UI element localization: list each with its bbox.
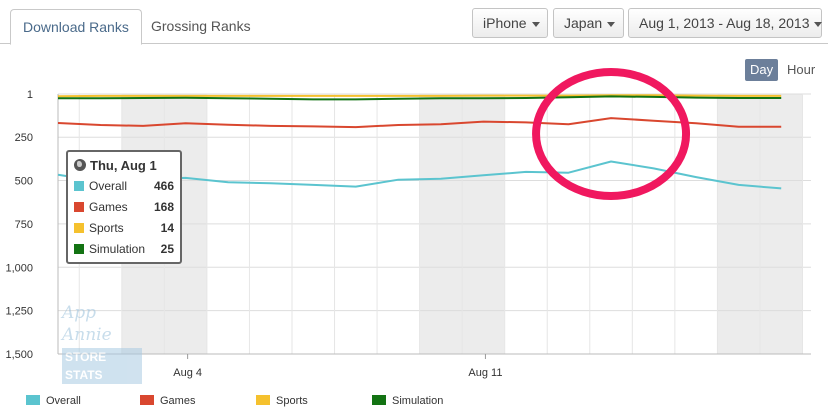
chevron-down-icon	[814, 21, 823, 27]
tooltip-row-label: Overall	[89, 179, 128, 193]
y-tick-label: 1,250	[5, 306, 33, 318]
y-tick-label: 1	[27, 89, 33, 101]
simulation-swatch	[74, 244, 84, 254]
tooltip-row-overall: Overall 466	[74, 176, 174, 197]
x-tick-label: Aug 4	[173, 367, 202, 379]
legend-label: Overall	[46, 395, 81, 407]
y-tick-label: 1,000	[5, 262, 33, 274]
legend-swatch	[256, 395, 270, 405]
granularity-hour-button[interactable]: Hour	[787, 62, 816, 77]
legend-item-simulation[interactable]: Simulation	[372, 394, 443, 408]
y-tick-label: 500	[15, 176, 33, 188]
legend-swatch	[372, 395, 386, 405]
device-dropdown-label: iPhone	[483, 15, 527, 31]
tab-download-ranks[interactable]: Download Ranks	[10, 9, 142, 45]
tooltip-row-value: 14	[160, 221, 174, 235]
highlight-circle	[532, 68, 691, 200]
device-dropdown[interactable]: iPhone	[472, 8, 548, 38]
sports-swatch	[74, 223, 84, 233]
legend-label: Sports	[276, 395, 308, 407]
chevron-down-icon	[607, 21, 616, 27]
legend-item-games[interactable]: Games	[140, 394, 195, 408]
granularity-day-button[interactable]: Day	[745, 59, 779, 81]
watermark-line1: App Annie	[62, 303, 112, 345]
date-range-label: Aug 1, 2013 - Aug 18, 2013	[639, 15, 810, 31]
series-line-games	[57, 117, 782, 129]
country-dropdown[interactable]: Japan	[553, 8, 624, 38]
legend-label: Simulation	[392, 395, 444, 407]
series-line-sports	[57, 94, 782, 98]
rank-type-tabs: Download Ranks Grossing Ranks	[0, 0, 828, 45]
country-dropdown-label: Japan	[564, 15, 603, 31]
tooltip-row-value: 466	[153, 179, 174, 193]
tooltip-row-label: Games	[89, 200, 128, 214]
app-annie-watermark: App Annie STORE STATS	[62, 302, 142, 384]
chart-tooltip: Thu, Aug 1 Overall 466 Games 168 Sports 14 …	[66, 150, 182, 264]
globe-icon	[74, 159, 86, 171]
tooltip-row-games: Games 168	[74, 197, 174, 218]
overall-swatch	[74, 181, 84, 191]
legend-item-overall[interactable]: Overall	[26, 394, 81, 408]
tab-grossing-ranks[interactable]: Grossing Ranks	[151, 18, 251, 34]
games-swatch	[74, 202, 84, 212]
tooltip-row-value: 168	[153, 200, 174, 214]
tooltip-title: Thu, Aug 1	[74, 156, 174, 176]
date-range-dropdown[interactable]: Aug 1, 2013 - Aug 18, 2013	[628, 8, 823, 38]
chevron-down-icon	[531, 21, 540, 27]
tooltip-row-value: 25	[160, 242, 174, 256]
tooltip-row-simulation: Simulation 25	[74, 239, 174, 260]
legend-swatch	[140, 395, 154, 405]
series-line-simulation	[58, 95, 782, 101]
watermark-line2: STORE STATS	[62, 348, 142, 384]
tooltip-date: Thu, Aug 1	[90, 158, 157, 173]
tooltip-row-label: Sports	[89, 221, 124, 235]
y-tick-label: 750	[15, 219, 33, 231]
x-tick-label: Aug 11	[468, 367, 502, 379]
legend-swatch	[26, 395, 40, 405]
tooltip-row-sports: Sports 14	[74, 218, 174, 239]
legend-label: Games	[160, 395, 196, 407]
tooltip-row-label: Simulation	[89, 242, 146, 256]
y-tick-label: 250	[15, 132, 33, 144]
legend-item-sports[interactable]: Sports	[256, 394, 308, 408]
y-tick-label: 1,500	[5, 349, 33, 361]
